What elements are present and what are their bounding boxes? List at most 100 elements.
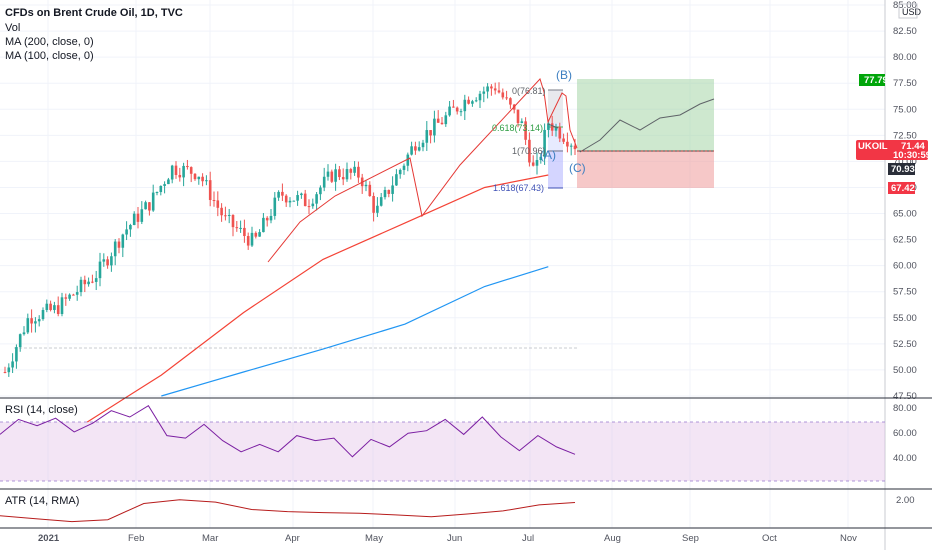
candle-body xyxy=(132,213,136,225)
candle-body xyxy=(315,194,318,204)
candle-body xyxy=(292,200,296,202)
candle-body xyxy=(144,202,147,210)
ma100-legend[interactable]: MA (100, close, 0) xyxy=(5,50,94,62)
rsi-tick-label: 40.00 xyxy=(893,453,917,464)
price-tick-label: 82.50 xyxy=(893,26,917,37)
fib-1618-label: 1.618(67.43) xyxy=(493,183,544,193)
atr-scale: 2.00 xyxy=(896,495,915,506)
rsi-tick-label: 60.00 xyxy=(893,428,917,439)
candle-body xyxy=(357,166,360,178)
candle-body xyxy=(322,176,326,188)
candle-body xyxy=(208,180,212,201)
rsi-label[interactable]: RSI (14, close) xyxy=(5,404,78,416)
atr-label[interactable]: ATR (14, RMA) xyxy=(5,495,80,507)
candle-body xyxy=(258,232,261,237)
candle-body xyxy=(49,303,52,310)
candle-body xyxy=(338,169,341,178)
candle-body xyxy=(452,106,455,108)
candle-body xyxy=(262,217,265,233)
candle-body xyxy=(110,256,113,266)
candle-body xyxy=(193,173,197,180)
candle-body xyxy=(243,227,246,237)
candle-body xyxy=(140,209,144,222)
zigzag-drawing[interactable] xyxy=(267,78,578,263)
time-tick-label: Mar xyxy=(202,533,218,544)
candle-body xyxy=(463,99,467,112)
candle-body xyxy=(330,171,334,182)
candle-body xyxy=(117,241,121,248)
trade-path xyxy=(579,98,715,153)
candle-body xyxy=(410,146,413,155)
candle-body xyxy=(376,205,379,213)
candle-body xyxy=(528,139,531,163)
candle-body xyxy=(151,192,155,211)
vol-legend[interactable]: Vol xyxy=(5,22,21,34)
rsi-line xyxy=(0,405,576,458)
candle-body xyxy=(497,90,501,93)
candle-body xyxy=(311,203,315,207)
symbol-tag-name: UKOIL xyxy=(858,141,888,152)
candle-body xyxy=(509,98,512,105)
candle-body xyxy=(417,147,421,151)
candle-body xyxy=(56,305,60,315)
candle-body xyxy=(524,121,527,140)
candle-body xyxy=(178,174,182,178)
candle-body xyxy=(444,115,448,125)
target-tag-text: 77.79 xyxy=(864,75,888,86)
candle-body xyxy=(471,101,474,104)
candle-body xyxy=(254,232,258,237)
candle-body xyxy=(167,179,170,185)
price-tick-label: 72.50 xyxy=(893,130,917,141)
candle-body xyxy=(440,122,444,125)
candle-body xyxy=(224,215,227,217)
candle-body xyxy=(277,191,280,198)
candle-body xyxy=(34,321,37,324)
candle-body xyxy=(319,187,322,195)
time-tick-label: Sep xyxy=(682,533,699,544)
candle-body xyxy=(113,241,117,257)
ma200-line xyxy=(161,266,549,397)
stop-tag xyxy=(888,182,915,194)
price-tick-label: 52.50 xyxy=(893,339,917,350)
candle-body xyxy=(398,169,402,175)
candle-body xyxy=(364,184,368,187)
candle-body xyxy=(64,297,68,299)
candle-body xyxy=(501,92,505,98)
candle-body xyxy=(250,232,254,246)
ma200-legend[interactable]: MA (200, close, 0) xyxy=(5,36,94,48)
ma100-line xyxy=(86,174,549,423)
candle-body xyxy=(129,224,132,230)
candle-body xyxy=(486,86,489,92)
candle-body xyxy=(239,227,242,229)
candle-body xyxy=(159,185,163,193)
settings-box[interactable] xyxy=(898,3,918,19)
time-scale[interactable]: 2021 Feb Mar Apr May Jun Jul Aug Sep Oct Nov xyxy=(38,533,857,544)
wave-b-label: (B) xyxy=(556,68,572,82)
rsi-band xyxy=(0,422,885,481)
candle-body xyxy=(197,176,201,180)
candle-body xyxy=(246,236,250,246)
fib-0618-label: 0.618(73.14) xyxy=(492,123,543,133)
candle-body xyxy=(83,279,87,285)
candle-body xyxy=(383,189,387,198)
candle-body xyxy=(296,195,299,201)
candle-body xyxy=(98,261,102,279)
candle-body xyxy=(372,196,375,213)
candle-body xyxy=(22,332,26,335)
candle-body xyxy=(467,99,470,104)
candle-body xyxy=(174,165,178,175)
candle-body xyxy=(569,145,573,147)
candle-body xyxy=(547,123,550,130)
price-tick-label: 55.00 xyxy=(893,313,917,324)
candle-body xyxy=(402,165,406,170)
price-scale[interactable]: 85.0082.5080.0077.5075.0072.5070.0067.50… xyxy=(893,0,917,402)
candle-body xyxy=(387,189,391,194)
price-tick-label: 60.00 xyxy=(893,261,917,272)
price-tick-label: 47.50 xyxy=(893,391,917,402)
candle-body xyxy=(205,180,208,182)
atr-line xyxy=(0,499,576,523)
fib-1-label: 1(70.96) xyxy=(512,146,546,156)
price-pane[interactable] xyxy=(0,0,885,398)
price-tick-label: 50.00 xyxy=(893,365,917,376)
